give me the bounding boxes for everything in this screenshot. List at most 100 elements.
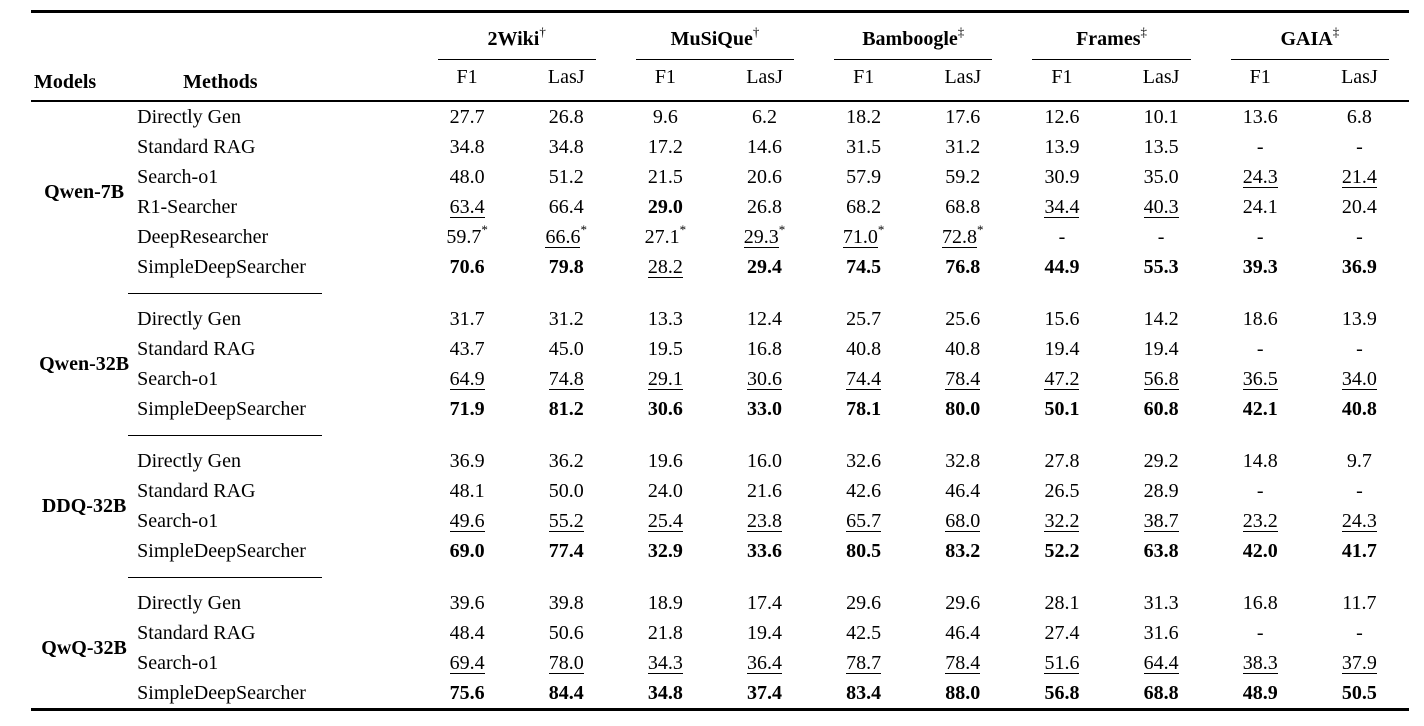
value-cell: 34.4 xyxy=(1012,192,1111,222)
value-text: 34.0 xyxy=(1341,367,1377,390)
value-cell: 78.7 xyxy=(814,648,913,678)
value-text: 16.8 xyxy=(1242,591,1278,614)
value-cell: 70.6 xyxy=(418,252,517,282)
value-cell: 24.3 xyxy=(1211,162,1310,192)
value-text: 25.6 xyxy=(945,307,981,330)
value-cell: 42.6 xyxy=(814,476,913,506)
table-row: Standard RAG 34.8 34.8 17.2 14.6 31.5 31.2 13.9… xyxy=(31,132,1409,162)
value-cell: 21.6 xyxy=(715,476,814,506)
value-text: 39.6 xyxy=(449,591,485,614)
method-cell: Directly Gen xyxy=(137,307,241,330)
group-label: Bamboogle xyxy=(862,28,958,50)
value-cell: - xyxy=(1211,476,1310,506)
value-text: 21.6 xyxy=(747,479,783,502)
value-text: 76.8 xyxy=(945,255,981,278)
dataset-marker-icon: ‡ xyxy=(1332,24,1340,40)
value-text: 42.6 xyxy=(846,479,882,502)
value-cell: 55.3 xyxy=(1112,252,1211,282)
value-cell: 56.8 xyxy=(1112,364,1211,394)
model-name-qwq-32b: QwQ-32B xyxy=(41,636,127,659)
value-cell: 68.0 xyxy=(913,506,1012,536)
value-cell: 60.8 xyxy=(1112,394,1211,424)
value-cell: - xyxy=(1310,476,1409,506)
metric-header-musique-f1: F1 xyxy=(615,60,715,102)
value-text: 36.4 xyxy=(747,651,783,674)
value-text: - xyxy=(1356,225,1363,248)
value-text: 57.9 xyxy=(846,165,882,188)
value-cell: - xyxy=(1310,618,1409,648)
value-cell: 39.8 xyxy=(517,588,616,618)
table-row: Standard RAG 48.1 50.0 24.0 21.6 42.6 46.4 26.5… xyxy=(31,476,1409,506)
value-cell: 15.6 xyxy=(1012,304,1111,334)
value-cell: 50.6 xyxy=(517,618,616,648)
table-row: Standard RAG 43.7 45.0 19.5 16.8 40.8 40.8 19.4… xyxy=(31,334,1409,364)
value-text: 31.5 xyxy=(846,135,882,158)
value-text: 17.4 xyxy=(747,591,783,614)
value-text: 84.4 xyxy=(548,681,584,704)
significance-marker-icon: * xyxy=(778,221,786,237)
value-text: 50.6 xyxy=(548,621,584,644)
value-text: 13.3 xyxy=(647,307,683,330)
value-text: 21.5 xyxy=(647,165,683,188)
value-text: - xyxy=(1356,135,1363,158)
value-text: 38.3 xyxy=(1242,651,1278,674)
value-cell: 45.0 xyxy=(517,334,616,364)
value-cell: 19.4 xyxy=(1112,334,1211,364)
value-text: 34.8 xyxy=(548,135,584,158)
value-cell: 16.8 xyxy=(1211,588,1310,618)
method-cell: Search-o1 xyxy=(137,367,219,390)
value-cell: 29.4 xyxy=(715,252,814,282)
value-text: 33.0 xyxy=(747,397,783,420)
value-cell: 18.2 xyxy=(814,101,913,132)
value-cell: 48.9 xyxy=(1211,678,1310,710)
value-text: 17.6 xyxy=(945,105,981,128)
method-cell: Standard RAG xyxy=(137,135,256,158)
value-cell: 51.6 xyxy=(1012,648,1111,678)
value-text: 27.4 xyxy=(1044,621,1080,644)
value-text: 34.3 xyxy=(647,651,683,674)
value-text: 31.6 xyxy=(1143,621,1179,644)
group-label: 2Wiki xyxy=(487,28,540,50)
table-row: Search-o1 49.6 55.2 25.4 23.8 65.7 68.0 32.2 38.… xyxy=(31,506,1409,536)
value-cell: 55.2 xyxy=(517,506,616,536)
value-cell: 13.5 xyxy=(1112,132,1211,162)
method-cell: DeepResearcher xyxy=(137,225,269,248)
value-text: 43.7 xyxy=(449,337,485,360)
value-cell: 75.6 xyxy=(418,678,517,710)
value-cell: 57.9 xyxy=(814,162,913,192)
value-text: - xyxy=(1256,135,1264,158)
value-cell: - xyxy=(1012,222,1111,252)
table-row: Qwen-32B Directly Gen 31.7 31.2 13.3 12.4 25.7… xyxy=(31,304,1409,375)
value-cell: 74.4 xyxy=(814,364,913,394)
value-text: 72.8 xyxy=(942,225,978,248)
value-text: 32.9 xyxy=(647,539,683,562)
value-text: 9.6 xyxy=(652,105,678,128)
value-text: - xyxy=(1157,225,1165,248)
value-cell: 17.2 xyxy=(616,132,715,162)
value-cell: 12.6 xyxy=(1012,101,1111,132)
value-text: 18.6 xyxy=(1242,307,1278,330)
value-cell: 13.9 xyxy=(1310,304,1409,334)
results-table: Models Methods 2Wiki† MuSiQue† Bamboogle‡ F… xyxy=(31,10,1409,711)
value-text: 19.5 xyxy=(647,337,683,360)
value-text: 19.6 xyxy=(647,449,683,472)
value-text: 28.1 xyxy=(1044,591,1080,614)
value-text: 26.8 xyxy=(747,195,783,218)
value-text: 29.6 xyxy=(945,591,981,614)
block-separator-line xyxy=(128,434,322,436)
block-separator-cell xyxy=(31,282,1409,304)
value-cell: 14.2 xyxy=(1112,304,1211,334)
value-cell: 47.2 xyxy=(1012,364,1111,394)
value-text: 6.8 xyxy=(1346,105,1372,128)
value-cell: 48.0 xyxy=(418,162,517,192)
value-text: 51.6 xyxy=(1044,651,1080,674)
value-text: 29.0 xyxy=(647,195,683,218)
value-text: 78.1 xyxy=(846,397,882,420)
value-cell: 44.9 xyxy=(1012,252,1111,282)
value-cell: 35.0 xyxy=(1112,162,1211,192)
value-text: 25.4 xyxy=(647,509,683,532)
value-text: 80.0 xyxy=(945,397,981,420)
value-text: - xyxy=(1356,337,1363,360)
value-cell: - xyxy=(1211,222,1310,252)
value-cell: 64.4 xyxy=(1112,648,1211,678)
